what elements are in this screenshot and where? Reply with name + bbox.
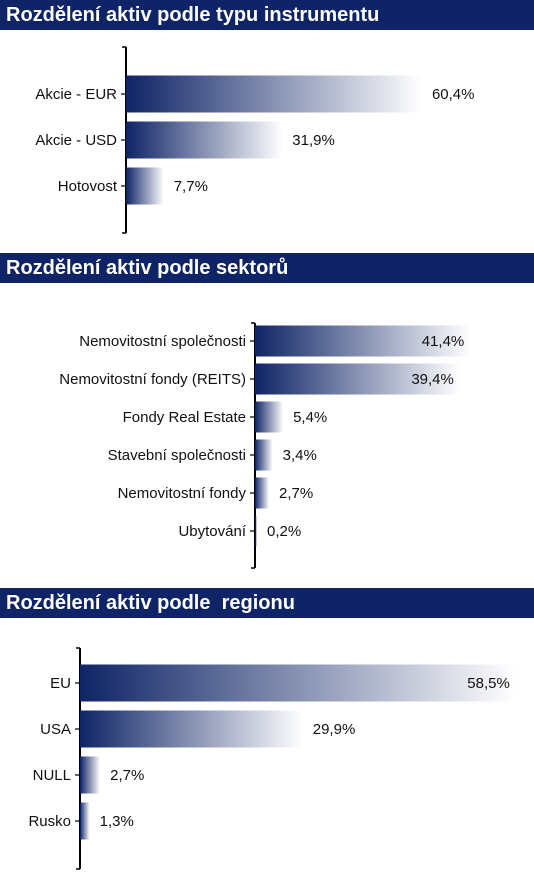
bar xyxy=(126,75,422,113)
chart-svg: Akcie - EUR 60,4% Akcie - USD 31,9% Hotovost… xyxy=(35,46,475,234)
value-label: 39,4% xyxy=(411,371,454,388)
chart-title: Rozdělení aktiv podle sektorů xyxy=(0,253,534,283)
bar xyxy=(80,756,101,794)
value-label: 29,9% xyxy=(313,721,356,738)
value-label: 3,4% xyxy=(283,447,317,464)
category-label: Ubytování xyxy=(178,523,246,540)
category-label: Akcie - USD xyxy=(35,132,117,149)
chart-plot: Akcie - EUR 60,4% Akcie - USD 31,9% Hotovost… xyxy=(0,30,534,245)
chart-title: Rozdělení aktiv podle regionu xyxy=(0,588,534,618)
bar xyxy=(255,363,460,395)
category-label: NULL xyxy=(33,767,71,784)
chart-title: Rozdělení aktiv podle typu instrumentu xyxy=(0,0,534,30)
category-label: Akcie - EUR xyxy=(35,86,117,103)
value-label: 31,9% xyxy=(292,132,335,149)
chart-svg: Nemovitostní společnosti 41,4% Nemovitostn… xyxy=(59,322,471,569)
category-label: Fondy Real Estate xyxy=(123,409,246,426)
chart-svg: EU 58,5% USA 29,9% NULL 2,7% Rusko 1,3% xyxy=(28,647,516,870)
bar xyxy=(255,439,273,471)
bar xyxy=(126,167,164,205)
bar xyxy=(255,325,471,357)
value-label: 2,7% xyxy=(279,485,313,502)
value-label: 60,4% xyxy=(432,86,475,103)
bar xyxy=(255,401,284,433)
value-label: 7,7% xyxy=(174,178,208,195)
category-label: Nemovitostní fondy (REITS) xyxy=(59,371,246,388)
chart-panel-region: Rozdělení aktiv podle regionu EU 58,5% USA… xyxy=(0,588,534,879)
value-label: 5,4% xyxy=(293,409,327,426)
value-label: 58,5% xyxy=(467,675,510,692)
category-label: EU xyxy=(50,675,71,692)
chart-plot: EU 58,5% USA 29,9% NULL 2,7% Rusko 1,3% xyxy=(0,618,534,879)
bar xyxy=(255,515,257,547)
category-label: Nemovitostní fondy xyxy=(118,485,247,502)
category-label: Rusko xyxy=(28,813,71,830)
category-label: USA xyxy=(40,721,71,738)
category-label: Nemovitostní společnosti xyxy=(79,333,246,350)
value-label: 2,7% xyxy=(110,767,144,784)
value-label: 1,3% xyxy=(100,813,134,830)
chart-panel-sector: Rozdělení aktiv podle sektorů Nemovitost… xyxy=(0,253,534,573)
bar xyxy=(126,121,283,159)
chart-plot: Nemovitostní společnosti 41,4% Nemovitostn… xyxy=(0,283,534,573)
bar xyxy=(80,710,303,748)
value-label: 41,4% xyxy=(422,333,465,350)
category-label: Stavební společnosti xyxy=(108,447,246,464)
bar xyxy=(255,477,270,509)
value-label: 0,2% xyxy=(267,523,301,540)
chart-panel-instrument: Rozdělení aktiv podle typu instrumentu A… xyxy=(0,0,534,245)
bar xyxy=(80,802,90,840)
category-label: Hotovost xyxy=(58,178,118,195)
bar xyxy=(80,664,516,702)
